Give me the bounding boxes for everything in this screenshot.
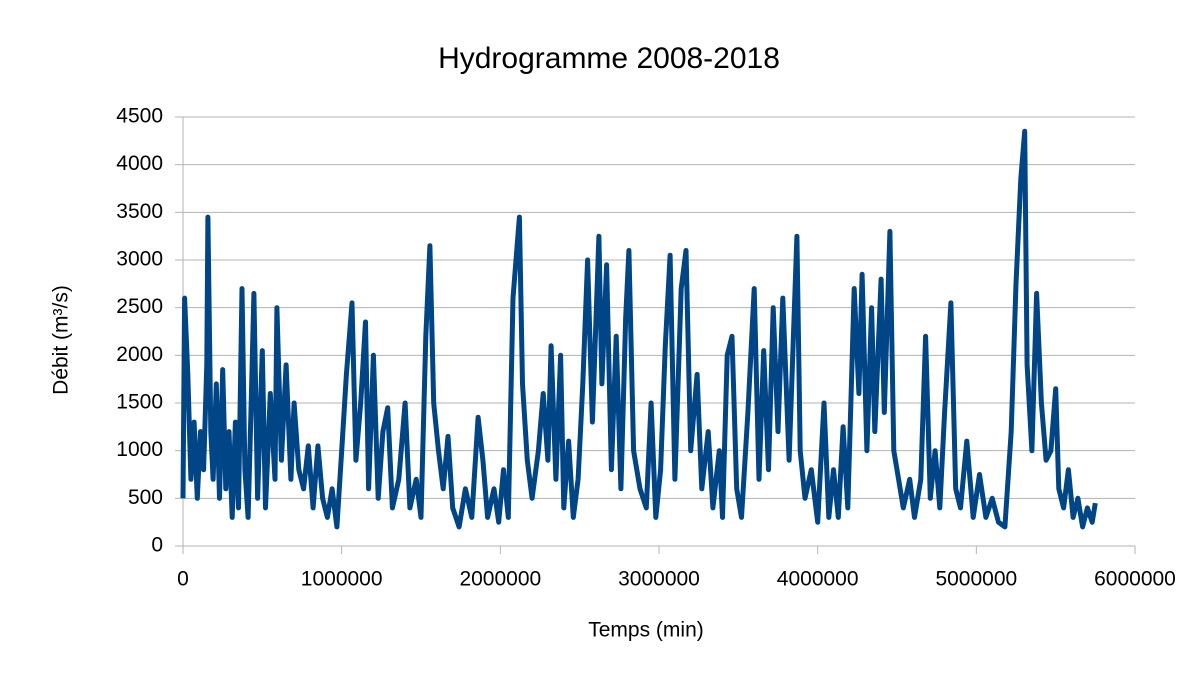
data-line: [180, 128, 1098, 530]
x-tick-label: 4000000: [777, 568, 859, 591]
x-axis-label: Temps (min): [588, 619, 704, 642]
x-tick-label: 1000000: [301, 568, 383, 591]
y-tick-label: 2000: [116, 343, 163, 366]
x-tick-label: 0: [177, 568, 189, 591]
x-tick-label: 3000000: [618, 568, 700, 591]
x-tick-label: 6000000: [1094, 568, 1176, 591]
y-tick-label: 3000: [116, 248, 163, 271]
x-tick-label: 5000000: [935, 568, 1017, 591]
y-tick-label: 3500: [116, 200, 163, 223]
y-tick-label: 2500: [116, 295, 163, 318]
y-tick-label: 4500: [116, 105, 163, 128]
x-tick-label: 2000000: [459, 568, 541, 591]
chart-title: Hydrogramme 2008-2018: [438, 42, 780, 75]
y-tick-label: 1500: [116, 391, 163, 414]
y-tick-label: 0: [151, 534, 163, 557]
y-tick-label: 1000: [116, 438, 163, 461]
y-tick-label: 500: [128, 486, 163, 509]
y-tick-label: 4000: [116, 152, 163, 175]
y-axis-label: Débit (m³/s): [50, 285, 73, 395]
